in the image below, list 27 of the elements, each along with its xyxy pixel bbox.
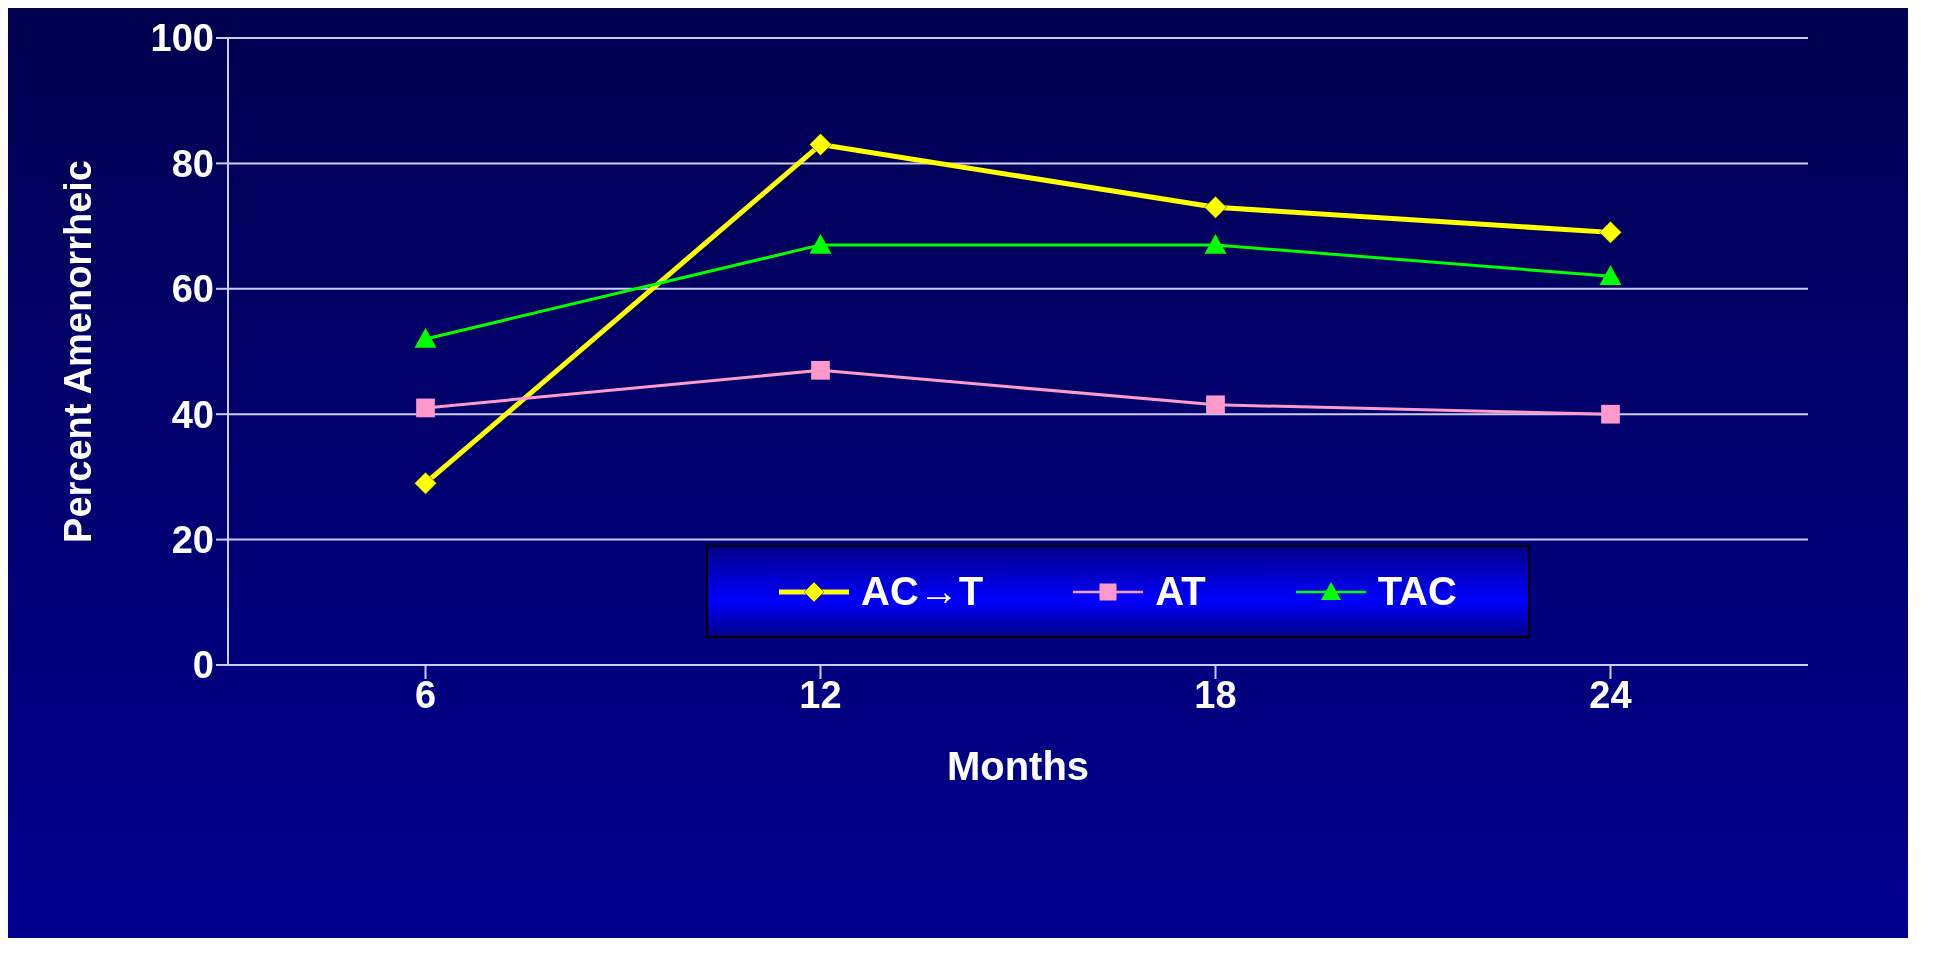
point (416, 398, 435, 418)
point (1206, 395, 1225, 415)
legend-label: TAC (1377, 569, 1457, 614)
point (811, 360, 830, 380)
x-tick-label: 24 (1589, 673, 1632, 716)
y-tick-label: 20 (171, 519, 214, 562)
x-tick-label: 6 (414, 673, 437, 716)
point (414, 471, 437, 495)
x-axis-title: Months (946, 744, 1090, 788)
point (809, 233, 832, 254)
y-tick-label: 60 (171, 268, 214, 311)
point (414, 327, 437, 348)
y-tick-label: 100 (150, 17, 214, 60)
point (1204, 196, 1227, 219)
point (1601, 404, 1620, 424)
point (809, 133, 832, 156)
legend-label: AC→T (861, 569, 984, 614)
x-tick-label: 12 (799, 673, 842, 716)
y-tick-label: 80 (171, 142, 214, 185)
y-tick-label: 40 (171, 393, 214, 436)
y-tick-label: 0 (192, 644, 214, 687)
y-axis-title: Percent Amenorrheic (57, 160, 100, 543)
point (1204, 233, 1227, 254)
point (1599, 221, 1622, 244)
x-tick-label: 18 (1194, 673, 1237, 716)
point (1599, 265, 1622, 286)
legend-label: AT (1155, 569, 1206, 614)
